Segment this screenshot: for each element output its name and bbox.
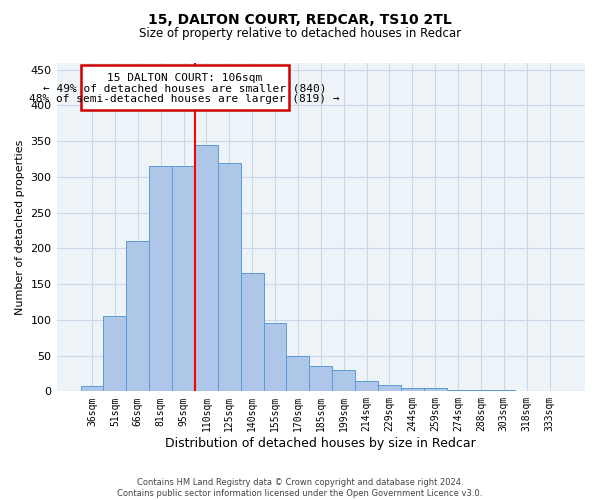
Text: 15, DALTON COURT, REDCAR, TS10 2TL: 15, DALTON COURT, REDCAR, TS10 2TL xyxy=(148,12,452,26)
Bar xyxy=(446,390,469,392)
Bar xyxy=(515,390,538,392)
Text: Size of property relative to detached houses in Redcar: Size of property relative to detached ho… xyxy=(139,28,461,40)
Bar xyxy=(149,166,172,392)
Text: 15 DALTON COURT: 106sqm: 15 DALTON COURT: 106sqm xyxy=(107,72,262,83)
Bar xyxy=(195,144,218,392)
Bar xyxy=(378,385,401,392)
Bar xyxy=(103,316,127,392)
Text: Contains HM Land Registry data © Crown copyright and database right 2024.
Contai: Contains HM Land Registry data © Crown c… xyxy=(118,478,482,498)
Bar xyxy=(310,366,332,392)
X-axis label: Distribution of detached houses by size in Redcar: Distribution of detached houses by size … xyxy=(166,437,476,450)
Bar xyxy=(172,166,195,392)
Bar xyxy=(286,356,310,392)
Bar xyxy=(469,390,493,392)
Bar xyxy=(127,241,149,392)
Bar xyxy=(241,274,263,392)
Bar xyxy=(80,66,289,110)
Text: ← 49% of detached houses are smaller (840): ← 49% of detached houses are smaller (84… xyxy=(43,83,326,93)
Bar xyxy=(538,390,561,392)
Bar xyxy=(332,370,355,392)
Bar xyxy=(401,388,424,392)
Bar xyxy=(263,322,286,392)
Text: 48% of semi-detached houses are larger (819) →: 48% of semi-detached houses are larger (… xyxy=(29,94,340,104)
Bar xyxy=(218,162,241,392)
Bar xyxy=(493,390,515,392)
Bar xyxy=(355,380,378,392)
Bar xyxy=(424,388,446,392)
Bar xyxy=(80,386,103,392)
Y-axis label: Number of detached properties: Number of detached properties xyxy=(15,139,25,314)
